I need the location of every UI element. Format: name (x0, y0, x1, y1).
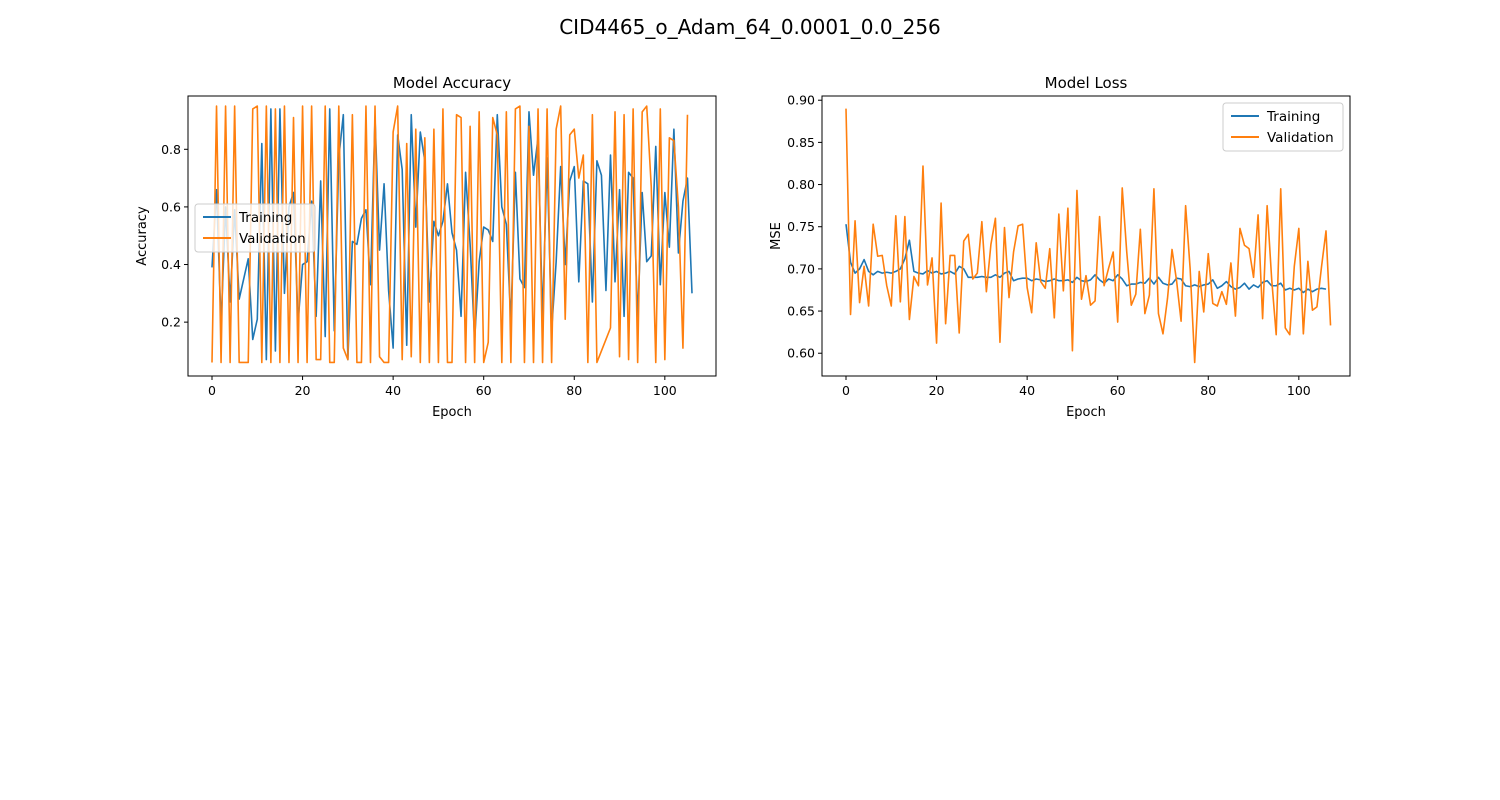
accuracy-legend: Training Validation (194, 203, 316, 253)
accuracy-legend-validation-label: Validation (239, 231, 306, 247)
figure-suptitle: CID4465_o_Adam_64_0.0001_0.0_256 (559, 15, 941, 39)
accuracy-subplot-title: Model Accuracy (393, 74, 511, 92)
y-tick-label: 0.70 (787, 261, 815, 276)
accuracy-axes-frame (187, 95, 717, 377)
x-tick-label: 0 (208, 383, 216, 398)
loss-validation-line (845, 108, 1332, 364)
loss-training-line (845, 224, 1327, 294)
x-tick-label: 60 (476, 383, 492, 398)
x-tick-label: 20 (929, 383, 945, 398)
y-tick-label: 0.65 (787, 304, 815, 319)
loss-y-axis-label: MSE (769, 222, 784, 250)
x-tick-label: 100 (653, 383, 677, 398)
accuracy-x-axis-label: Epoch (432, 405, 472, 420)
loss-series (845, 108, 1332, 364)
y-tick-label: 0.85 (787, 135, 815, 150)
accuracy-legend-training-label: Training (238, 210, 292, 226)
x-tick-label: 80 (1200, 383, 1216, 398)
loss-legend-training-label: Training (1266, 109, 1320, 125)
x-tick-label: 0 (842, 383, 850, 398)
loss-subplot: Model Loss Epoch MSE 0 20 40 60 80 100 0.60 0.6… (769, 74, 1351, 420)
x-tick-label: 60 (1110, 383, 1126, 398)
loss-legend-validation-label: Validation (1267, 130, 1334, 146)
loss-x-axis-label: Epoch (1066, 405, 1106, 420)
accuracy-ticks: 0 20 40 60 80 100 0.2 0.4 0.6 0.8 (161, 142, 677, 398)
y-tick-label: 0.4 (161, 257, 181, 272)
y-tick-label: 0.60 (787, 346, 815, 361)
x-tick-label: 80 (566, 383, 582, 398)
x-tick-label: 100 (1287, 383, 1311, 398)
loss-axes-frame (821, 95, 1351, 377)
loss-subplot-title: Model Loss (1045, 74, 1128, 92)
accuracy-y-axis-label: Accuracy (135, 206, 150, 266)
x-tick-label: 40 (385, 383, 401, 398)
x-tick-label: 20 (295, 383, 311, 398)
x-tick-label: 40 (1019, 383, 1035, 398)
y-tick-label: 0.6 (161, 199, 181, 214)
loss-legend: Training Validation (1222, 102, 1344, 152)
y-tick-label: 0.2 (161, 315, 181, 330)
y-tick-label: 0.75 (787, 219, 815, 234)
y-tick-label: 0.80 (787, 177, 815, 192)
loss-ticks: 0 20 40 60 80 100 0.60 0.65 0.70 0.75 0.80 0.85 0.90 (787, 93, 1311, 398)
y-tick-label: 0.90 (787, 93, 815, 108)
accuracy-subplot: Model Accuracy Epoch Accuracy 0 20 40 60 80 1… (135, 74, 717, 420)
y-tick-label: 0.8 (161, 142, 181, 157)
